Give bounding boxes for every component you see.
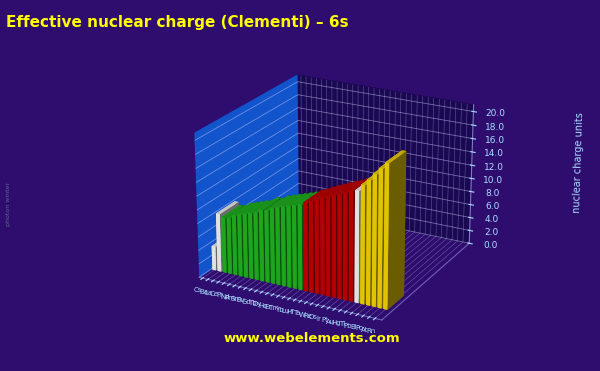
Text: www.webelements.com: www.webelements.com [224, 332, 400, 345]
Text: Effective nuclear charge (Clementi) – 6s: Effective nuclear charge (Clementi) – 6s [6, 15, 349, 30]
Text: photon winter: photon winter [7, 182, 11, 226]
